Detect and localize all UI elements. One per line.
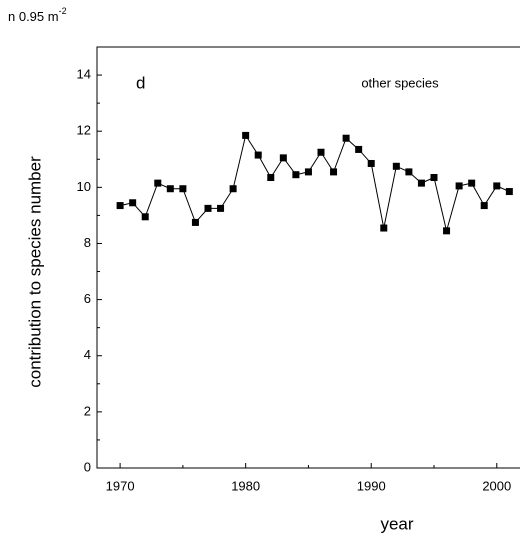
point bbox=[330, 168, 338, 176]
point bbox=[267, 174, 275, 182]
y-tick-label: 12 bbox=[77, 123, 91, 138]
point bbox=[217, 204, 225, 212]
point bbox=[292, 171, 300, 179]
y-tick-label: 14 bbox=[77, 67, 91, 82]
x-tick-label: 1980 bbox=[231, 478, 260, 493]
point bbox=[493, 182, 501, 190]
point bbox=[304, 168, 312, 176]
point bbox=[468, 179, 476, 187]
annotation: other species bbox=[361, 75, 439, 90]
point bbox=[229, 185, 237, 193]
series-line bbox=[119, 134, 510, 231]
point bbox=[405, 168, 413, 176]
y-axis-label: contribution to species number bbox=[25, 156, 44, 388]
point bbox=[242, 131, 250, 139]
x-tick-label: 1970 bbox=[106, 478, 135, 493]
point bbox=[191, 218, 199, 226]
x-axis-label: year bbox=[380, 514, 413, 533]
point bbox=[455, 182, 463, 190]
point bbox=[430, 174, 438, 182]
point bbox=[317, 148, 325, 156]
header-text: n 0.95 m bbox=[8, 9, 59, 24]
panel-label: d bbox=[136, 73, 145, 92]
header: n 0.95 m-2 bbox=[8, 6, 67, 24]
point bbox=[204, 204, 212, 212]
point bbox=[342, 134, 350, 142]
point bbox=[355, 145, 363, 153]
x-tick-label: 2000 bbox=[482, 478, 511, 493]
y-tick-label: 6 bbox=[84, 291, 91, 306]
header-sup: -2 bbox=[59, 6, 67, 16]
point bbox=[480, 202, 488, 210]
y-tick-label: 8 bbox=[84, 235, 91, 250]
point bbox=[141, 213, 149, 221]
y-tick-label: 10 bbox=[77, 179, 91, 194]
point bbox=[179, 185, 187, 193]
y-tick-label: 0 bbox=[84, 459, 91, 474]
point bbox=[116, 202, 124, 210]
point bbox=[443, 227, 451, 235]
point bbox=[279, 154, 287, 162]
y-tick-label: 2 bbox=[84, 403, 91, 418]
x-tick-label: 1990 bbox=[357, 478, 386, 493]
plot-frame bbox=[96, 46, 520, 469]
point bbox=[166, 185, 174, 193]
point bbox=[505, 188, 513, 196]
point bbox=[367, 159, 375, 167]
point bbox=[129, 199, 137, 207]
point bbox=[254, 151, 262, 159]
y-tick-label: 4 bbox=[84, 347, 91, 362]
point bbox=[380, 224, 388, 232]
point bbox=[154, 179, 162, 187]
point bbox=[417, 179, 425, 187]
point bbox=[392, 162, 400, 170]
